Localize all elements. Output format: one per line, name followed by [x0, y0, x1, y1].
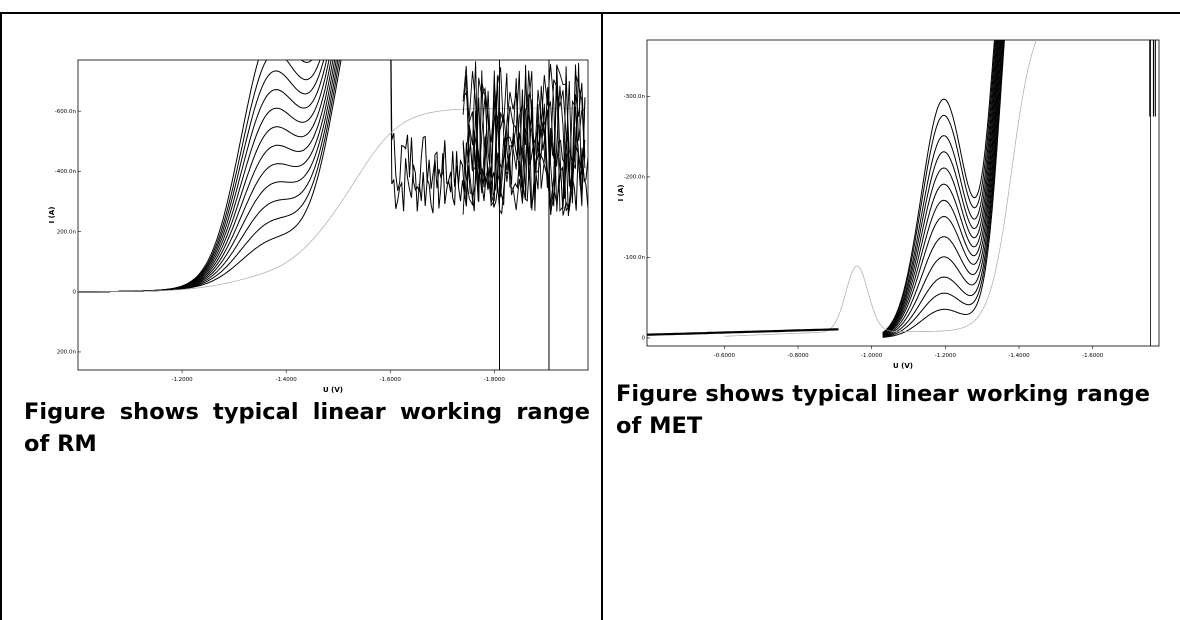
met-series-line	[882, 40, 1003, 337]
rm-x-axis-title: U (V)	[323, 386, 343, 394]
met-x-axis-title: U (V)	[893, 362, 913, 370]
met-series-line	[882, 40, 998, 335]
met-series-line	[882, 40, 1000, 335]
chart-met: 0 -100.0n -200.0n -300.0n -0.6000 -0.8000 -1.0…	[617, 39, 1160, 370]
rm-y-tick-label: -400.0n	[55, 169, 77, 175]
met-series-line	[882, 40, 999, 335]
met-x-tick-label: -0.8000	[787, 353, 809, 359]
met-x-tick-label: -1.6000	[1082, 353, 1104, 359]
met-x-tick-label: -1.0000	[861, 353, 883, 359]
met-series-line	[882, 40, 1002, 337]
rm-x-tick-label: -1.2000	[171, 377, 193, 383]
met-series-line	[882, 40, 1001, 336]
met-series-line	[882, 40, 996, 334]
table-column-divider	[601, 12, 603, 620]
rm-y-tick-label: 200.0n	[57, 350, 77, 356]
met-y-tick-label: 0	[642, 336, 646, 342]
met-x-tick-label: -1.4000	[1008, 353, 1030, 359]
rm-series-line	[78, 60, 313, 293]
rm-x-tick-label: -1.4000	[276, 377, 298, 383]
table-top-border	[0, 12, 1180, 14]
met-plot-frame	[646, 39, 1160, 347]
rm-y-tick-label: 200.0n	[57, 229, 77, 235]
rm-series-group	[78, 60, 588, 370]
rm-series-line	[78, 107, 588, 293]
met-series-group	[647, 40, 1156, 346]
rm-y-axis-title: I (A)	[48, 207, 56, 224]
met-series-line	[882, 40, 1002, 336]
met-series-line	[724, 40, 1037, 337]
met-y-tick-label: -100.0n	[624, 255, 646, 261]
met-x-tick-label: -1.2000	[935, 353, 957, 359]
table-left-border	[0, 12, 2, 620]
met-y-axis-title: I (A)	[617, 185, 625, 202]
rm-y-tick-label: 0	[73, 290, 77, 296]
met-x-tick-label: -0.6000	[714, 353, 736, 359]
rm-noise-trace	[462, 61, 586, 211]
met-series-line	[882, 40, 995, 333]
rm-x-tick-label: -1.8000	[484, 377, 506, 383]
cell-right: 0 -100.0n -200.0n -300.0n -0.6000 -0.8000 -1.0…	[603, 0, 1180, 620]
rm-x-tick-label: -1.6000	[380, 377, 402, 383]
chart-rm: 200.0n 0 200.0n -400.0n -600.0n -1.2000 -1.400…	[48, 59, 589, 394]
met-y-tick-label: -200.0n	[624, 175, 646, 181]
caption-met: Figure shows typical linear working rang…	[616, 381, 1151, 439]
met-series-line	[882, 40, 997, 334]
cell-left: 200.0n 0 200.0n -400.0n -600.0n -1.2000 -1.400…	[2, 0, 601, 620]
met-series-line	[882, 40, 1004, 338]
met-y-tick-label: -300.0n	[624, 94, 646, 100]
met-baseline	[647, 328, 839, 336]
rm-y-tick-label: -600.0n	[55, 109, 77, 115]
caption-rm: Figure shows typical linear working rang…	[24, 399, 590, 457]
rm-noise-trace	[462, 64, 586, 216]
met-series-line	[882, 40, 1005, 338]
met-series-line	[882, 40, 1005, 338]
